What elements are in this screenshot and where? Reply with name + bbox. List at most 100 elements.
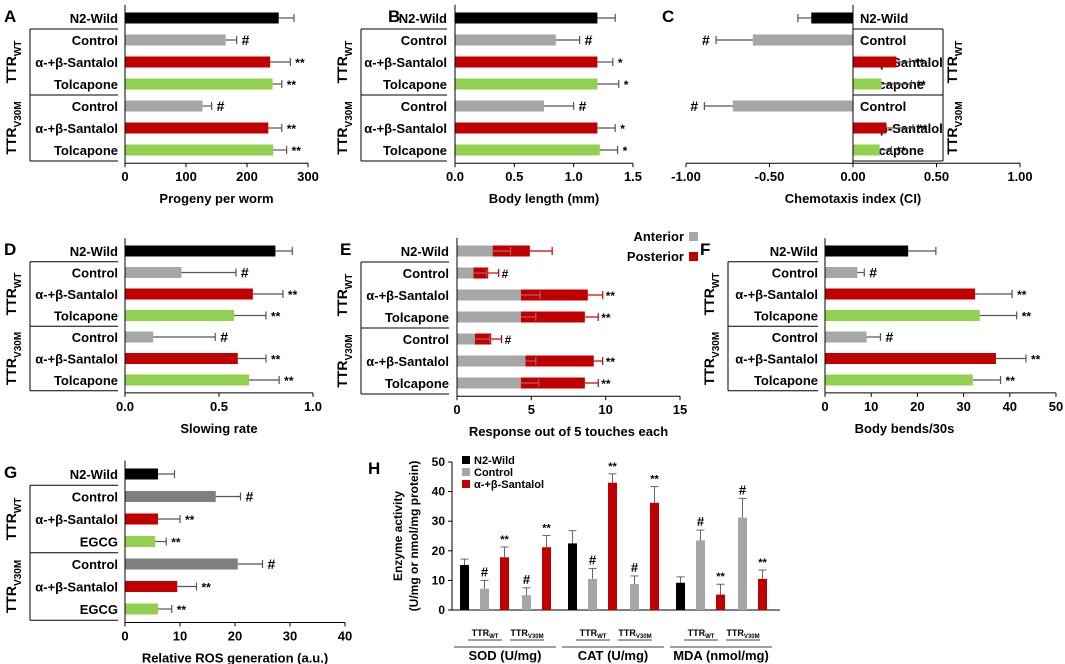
bar xyxy=(455,12,598,24)
bar-anterior xyxy=(457,311,521,323)
bar xyxy=(825,288,976,300)
bar-label: Tolcapone xyxy=(54,143,118,158)
bar xyxy=(455,34,556,46)
bar-label: Tolcapone xyxy=(385,376,449,391)
bar xyxy=(125,56,271,68)
x-tick-label: 0.00 xyxy=(840,169,865,184)
bar-label: Tolcapone xyxy=(383,77,447,92)
bar-label: α-+β-Santalol xyxy=(35,512,118,527)
sub-group-label: TTRV30M xyxy=(726,628,759,640)
bar xyxy=(125,536,156,547)
significance-mark: ** xyxy=(716,571,725,583)
bar xyxy=(825,353,996,364)
y-tick-label: 30 xyxy=(432,514,446,528)
x-tick-label: 0.50 xyxy=(924,169,949,184)
bar xyxy=(752,34,853,46)
bar xyxy=(696,540,705,610)
x-tick-label: -1.00 xyxy=(671,169,701,184)
bar xyxy=(542,547,551,610)
bar xyxy=(716,594,725,610)
significance-mark: * xyxy=(624,78,629,92)
x-tick-label: 30 xyxy=(283,629,297,644)
sub-group-label: TTRV30M xyxy=(618,628,651,640)
group-label-wt: TTRWT xyxy=(701,273,722,316)
bar-label: Tolcapone xyxy=(754,373,818,388)
significance-mark: # xyxy=(589,553,597,568)
significance-mark: ** xyxy=(185,513,195,527)
bar-label: Control xyxy=(72,33,118,48)
x-tick-label: 10 xyxy=(864,399,878,414)
significance-mark: * xyxy=(618,56,623,70)
significance-mark: # xyxy=(220,329,228,345)
bar xyxy=(500,557,509,610)
bar-label: Control xyxy=(401,99,447,114)
bar xyxy=(125,513,158,525)
significance-mark: # xyxy=(242,32,250,48)
bar xyxy=(455,78,598,90)
x-tick-label: 1.0 xyxy=(565,169,583,184)
bar-label: Tolcapone xyxy=(54,309,118,324)
significance-mark: # xyxy=(217,98,225,114)
group-label-v30m: TTRV30M xyxy=(3,560,24,613)
bar-label: α-+β-Santalol xyxy=(366,354,449,369)
x-tick-label: 200 xyxy=(236,169,258,184)
panel-b: BN2-Wild Control # α-+β-Santalol * Tolcapone *… xyxy=(334,4,642,206)
significance-mark: # xyxy=(690,98,698,114)
bar xyxy=(825,331,867,343)
legend-label: Control xyxy=(474,467,513,479)
significance-mark: # xyxy=(869,265,877,281)
group-label-v30m: TTRV30M xyxy=(701,332,722,385)
bar-anterior xyxy=(457,245,493,257)
bar xyxy=(455,122,598,134)
x-tick-label: -0.50 xyxy=(755,169,785,184)
y-tick-label: 0 xyxy=(438,603,445,617)
significance-mark: ** xyxy=(1017,288,1027,302)
significance-mark: ** xyxy=(500,534,509,546)
significance-mark: # xyxy=(697,514,705,529)
bar xyxy=(455,144,600,156)
x-tick-label: 20 xyxy=(910,399,924,414)
significance-mark: # xyxy=(481,564,489,579)
bar-label: Control xyxy=(401,33,447,48)
bar xyxy=(125,245,276,257)
significance-mark: ** xyxy=(288,288,298,302)
bar-label: α-+β-Santalol xyxy=(735,352,818,367)
x-axis-title: Body bends/30s xyxy=(855,421,955,436)
panel-letter-h: H xyxy=(368,459,380,478)
x-tick-label: 300 xyxy=(297,169,319,184)
bar xyxy=(608,482,617,610)
bar xyxy=(630,583,639,610)
significance-mark: ** xyxy=(918,122,928,136)
bar-label: Tolcapone xyxy=(383,143,447,158)
bar-label: N2-Wild xyxy=(860,11,908,26)
x-tick-label: 100 xyxy=(175,169,197,184)
group-label-wt: TTRWT xyxy=(334,41,355,84)
x-tick-label: 30 xyxy=(956,399,970,414)
bar xyxy=(522,595,531,610)
x-tick-label: 1.5 xyxy=(624,169,642,184)
significance-mark: ** xyxy=(1022,310,1032,324)
bar xyxy=(125,267,182,278)
bar-label: α-+β-Santalol xyxy=(35,352,118,367)
significance-mark: # xyxy=(268,556,276,572)
bar xyxy=(125,331,154,343)
significance-mark: ** xyxy=(606,289,616,303)
significance-mark: ** xyxy=(287,78,297,92)
x-tick-label: 10 xyxy=(598,402,612,417)
x-tick-label: 0 xyxy=(453,402,460,417)
bar xyxy=(825,310,980,321)
x-axis-title: Body length (mm) xyxy=(489,191,600,206)
significance-mark: # xyxy=(885,329,893,345)
bar xyxy=(825,267,858,278)
x-tick-label: 0 xyxy=(821,399,828,414)
bar xyxy=(125,468,158,480)
bar xyxy=(125,374,250,386)
group-label-v30m: TTRV30M xyxy=(334,101,355,154)
x-tick-label: 0.5 xyxy=(505,169,523,184)
x-tick-label: 40 xyxy=(1003,399,1017,414)
bar-label: N2-Wild xyxy=(770,244,818,259)
bar-label: α-+β-Santalol xyxy=(364,121,447,136)
bar xyxy=(125,12,279,24)
bar-anterior xyxy=(457,267,474,279)
x-axis-title: Relative ROS generation (a.u.) xyxy=(142,651,328,664)
